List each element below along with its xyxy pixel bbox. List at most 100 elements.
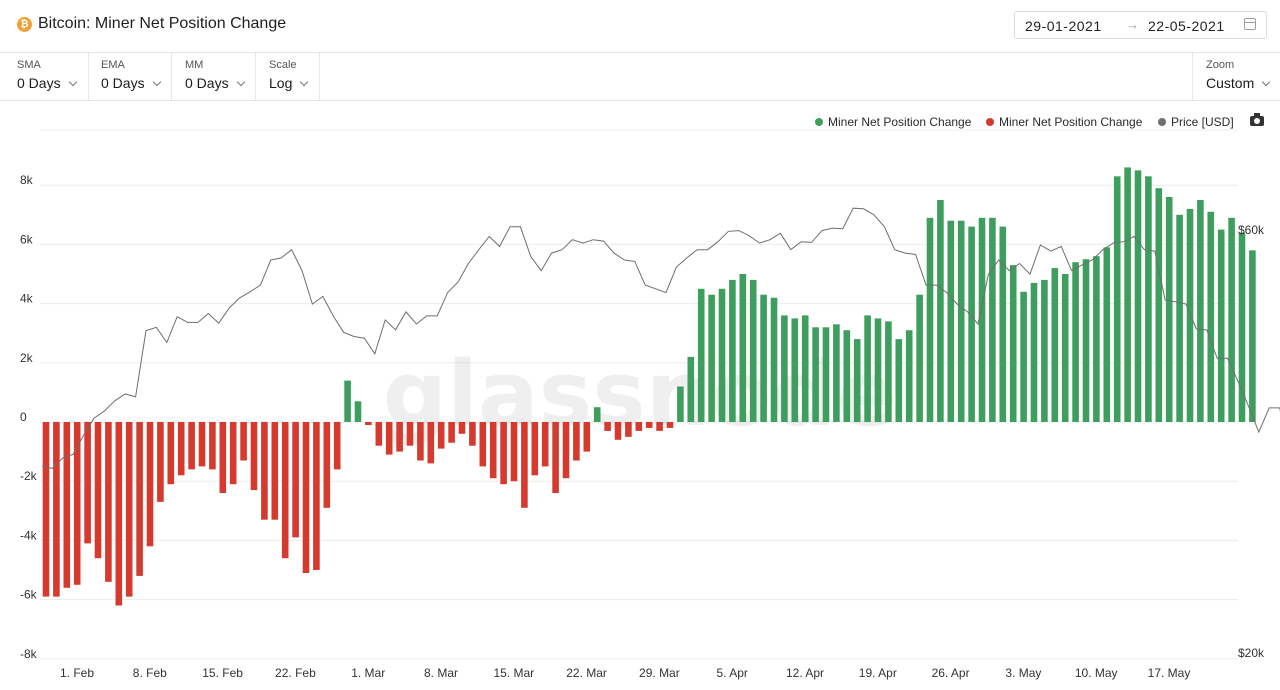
bar[interactable] <box>323 422 331 508</box>
bar[interactable] <box>739 274 747 422</box>
bar[interactable] <box>63 422 71 588</box>
bar[interactable] <box>1030 282 1038 422</box>
bar[interactable] <box>146 422 154 547</box>
scale-select[interactable]: Scale Log <box>256 52 320 100</box>
bar[interactable] <box>812 327 819 422</box>
bar[interactable] <box>1072 262 1079 422</box>
bar[interactable] <box>250 422 258 491</box>
bar[interactable] <box>1009 265 1017 422</box>
bar[interactable] <box>115 422 123 606</box>
bar[interactable] <box>53 422 60 597</box>
bar[interactable] <box>1228 217 1235 422</box>
bar[interactable] <box>157 422 164 502</box>
bar[interactable] <box>729 279 736 422</box>
bar[interactable] <box>895 339 903 422</box>
bar[interactable] <box>292 422 299 538</box>
bar[interactable] <box>219 422 227 493</box>
bar[interactable] <box>781 315 788 422</box>
bar[interactable] <box>593 407 601 422</box>
bar[interactable] <box>396 422 403 452</box>
bar[interactable] <box>94 422 102 559</box>
bar[interactable] <box>853 339 861 422</box>
bar[interactable] <box>1155 188 1163 422</box>
bar[interactable] <box>84 422 91 544</box>
bar[interactable] <box>354 401 362 422</box>
bar[interactable] <box>687 356 695 422</box>
bar[interactable] <box>42 422 50 597</box>
mm-value[interactable]: 0 Days <box>185 75 245 91</box>
bar[interactable] <box>968 226 975 422</box>
zoom-select[interactable]: Zoom Custom <box>1192 52 1280 100</box>
bar[interactable] <box>406 422 414 446</box>
bar[interactable] <box>1103 247 1111 422</box>
date-range-picker[interactable]: 29-01-2021 → 22-05-2021 <box>1014 11 1267 39</box>
bar[interactable] <box>167 422 175 485</box>
bar[interactable] <box>510 422 518 482</box>
bar[interactable] <box>843 330 851 422</box>
bar[interactable] <box>937 200 944 422</box>
bar[interactable] <box>479 422 487 467</box>
bar[interactable] <box>562 422 570 479</box>
bar[interactable] <box>1093 256 1100 422</box>
bar[interactable] <box>500 422 507 485</box>
bar[interactable] <box>1041 279 1048 422</box>
legend-item-positive[interactable]: Miner Net Position Change <box>815 115 971 129</box>
bar[interactable] <box>989 217 996 422</box>
bar[interactable] <box>926 217 934 422</box>
bar[interactable] <box>188 422 195 470</box>
bar[interactable] <box>375 422 383 446</box>
bar[interactable] <box>677 386 684 423</box>
bar[interactable] <box>385 422 393 455</box>
bar[interactable] <box>1197 200 1204 422</box>
bar[interactable] <box>645 422 653 428</box>
bar[interactable] <box>833 324 840 422</box>
bar[interactable] <box>1134 170 1142 422</box>
bar[interactable] <box>281 422 289 559</box>
bar[interactable] <box>697 288 705 422</box>
bar[interactable] <box>1176 214 1183 422</box>
mm-select[interactable]: MM 0 Days <box>172 52 256 100</box>
bar[interactable] <box>344 380 351 422</box>
bar[interactable] <box>1061 274 1069 422</box>
bar[interactable] <box>718 288 726 422</box>
bar[interactable] <box>489 422 497 479</box>
bar[interactable] <box>573 422 580 461</box>
bar[interactable] <box>302 422 310 573</box>
bar[interactable] <box>1165 197 1173 422</box>
bar[interactable] <box>916 294 923 422</box>
bar[interactable] <box>770 297 778 422</box>
ema-select[interactable]: EMA 0 Days <box>89 52 172 100</box>
bar[interactable] <box>999 226 1007 422</box>
sma-select[interactable]: SMA 0 Days <box>0 52 89 100</box>
bar[interactable] <box>1238 232 1246 422</box>
bar[interactable] <box>531 422 539 476</box>
scale-value[interactable]: Log <box>269 75 309 91</box>
bar[interactable] <box>905 330 913 422</box>
bar[interactable] <box>822 327 830 422</box>
bar[interactable] <box>656 422 663 431</box>
bar[interactable] <box>521 422 528 508</box>
camera-icon[interactable] <box>1250 113 1264 126</box>
legend-item-price[interactable]: Price [USD] <box>1158 115 1234 129</box>
bar[interactable] <box>1082 259 1090 422</box>
bar[interactable] <box>313 422 320 570</box>
bar[interactable] <box>791 318 799 422</box>
bar[interactable] <box>604 422 611 431</box>
bar[interactable] <box>209 422 216 470</box>
bar[interactable] <box>177 422 185 476</box>
bar[interactable] <box>105 422 112 582</box>
bar[interactable] <box>1113 176 1121 422</box>
bar[interactable] <box>708 294 715 422</box>
bar[interactable] <box>1186 208 1194 422</box>
bar[interactable] <box>125 422 133 597</box>
sma-value[interactable]: 0 Days <box>17 75 77 91</box>
bar[interactable] <box>417 422 424 461</box>
bar[interactable] <box>583 422 591 452</box>
bar[interactable] <box>240 422 247 461</box>
bar[interactable] <box>635 422 643 431</box>
bar[interactable] <box>365 422 372 425</box>
bar[interactable] <box>229 422 237 485</box>
bar[interactable] <box>749 279 757 422</box>
bar[interactable] <box>136 422 143 576</box>
calendar-icon[interactable] <box>1244 18 1256 30</box>
